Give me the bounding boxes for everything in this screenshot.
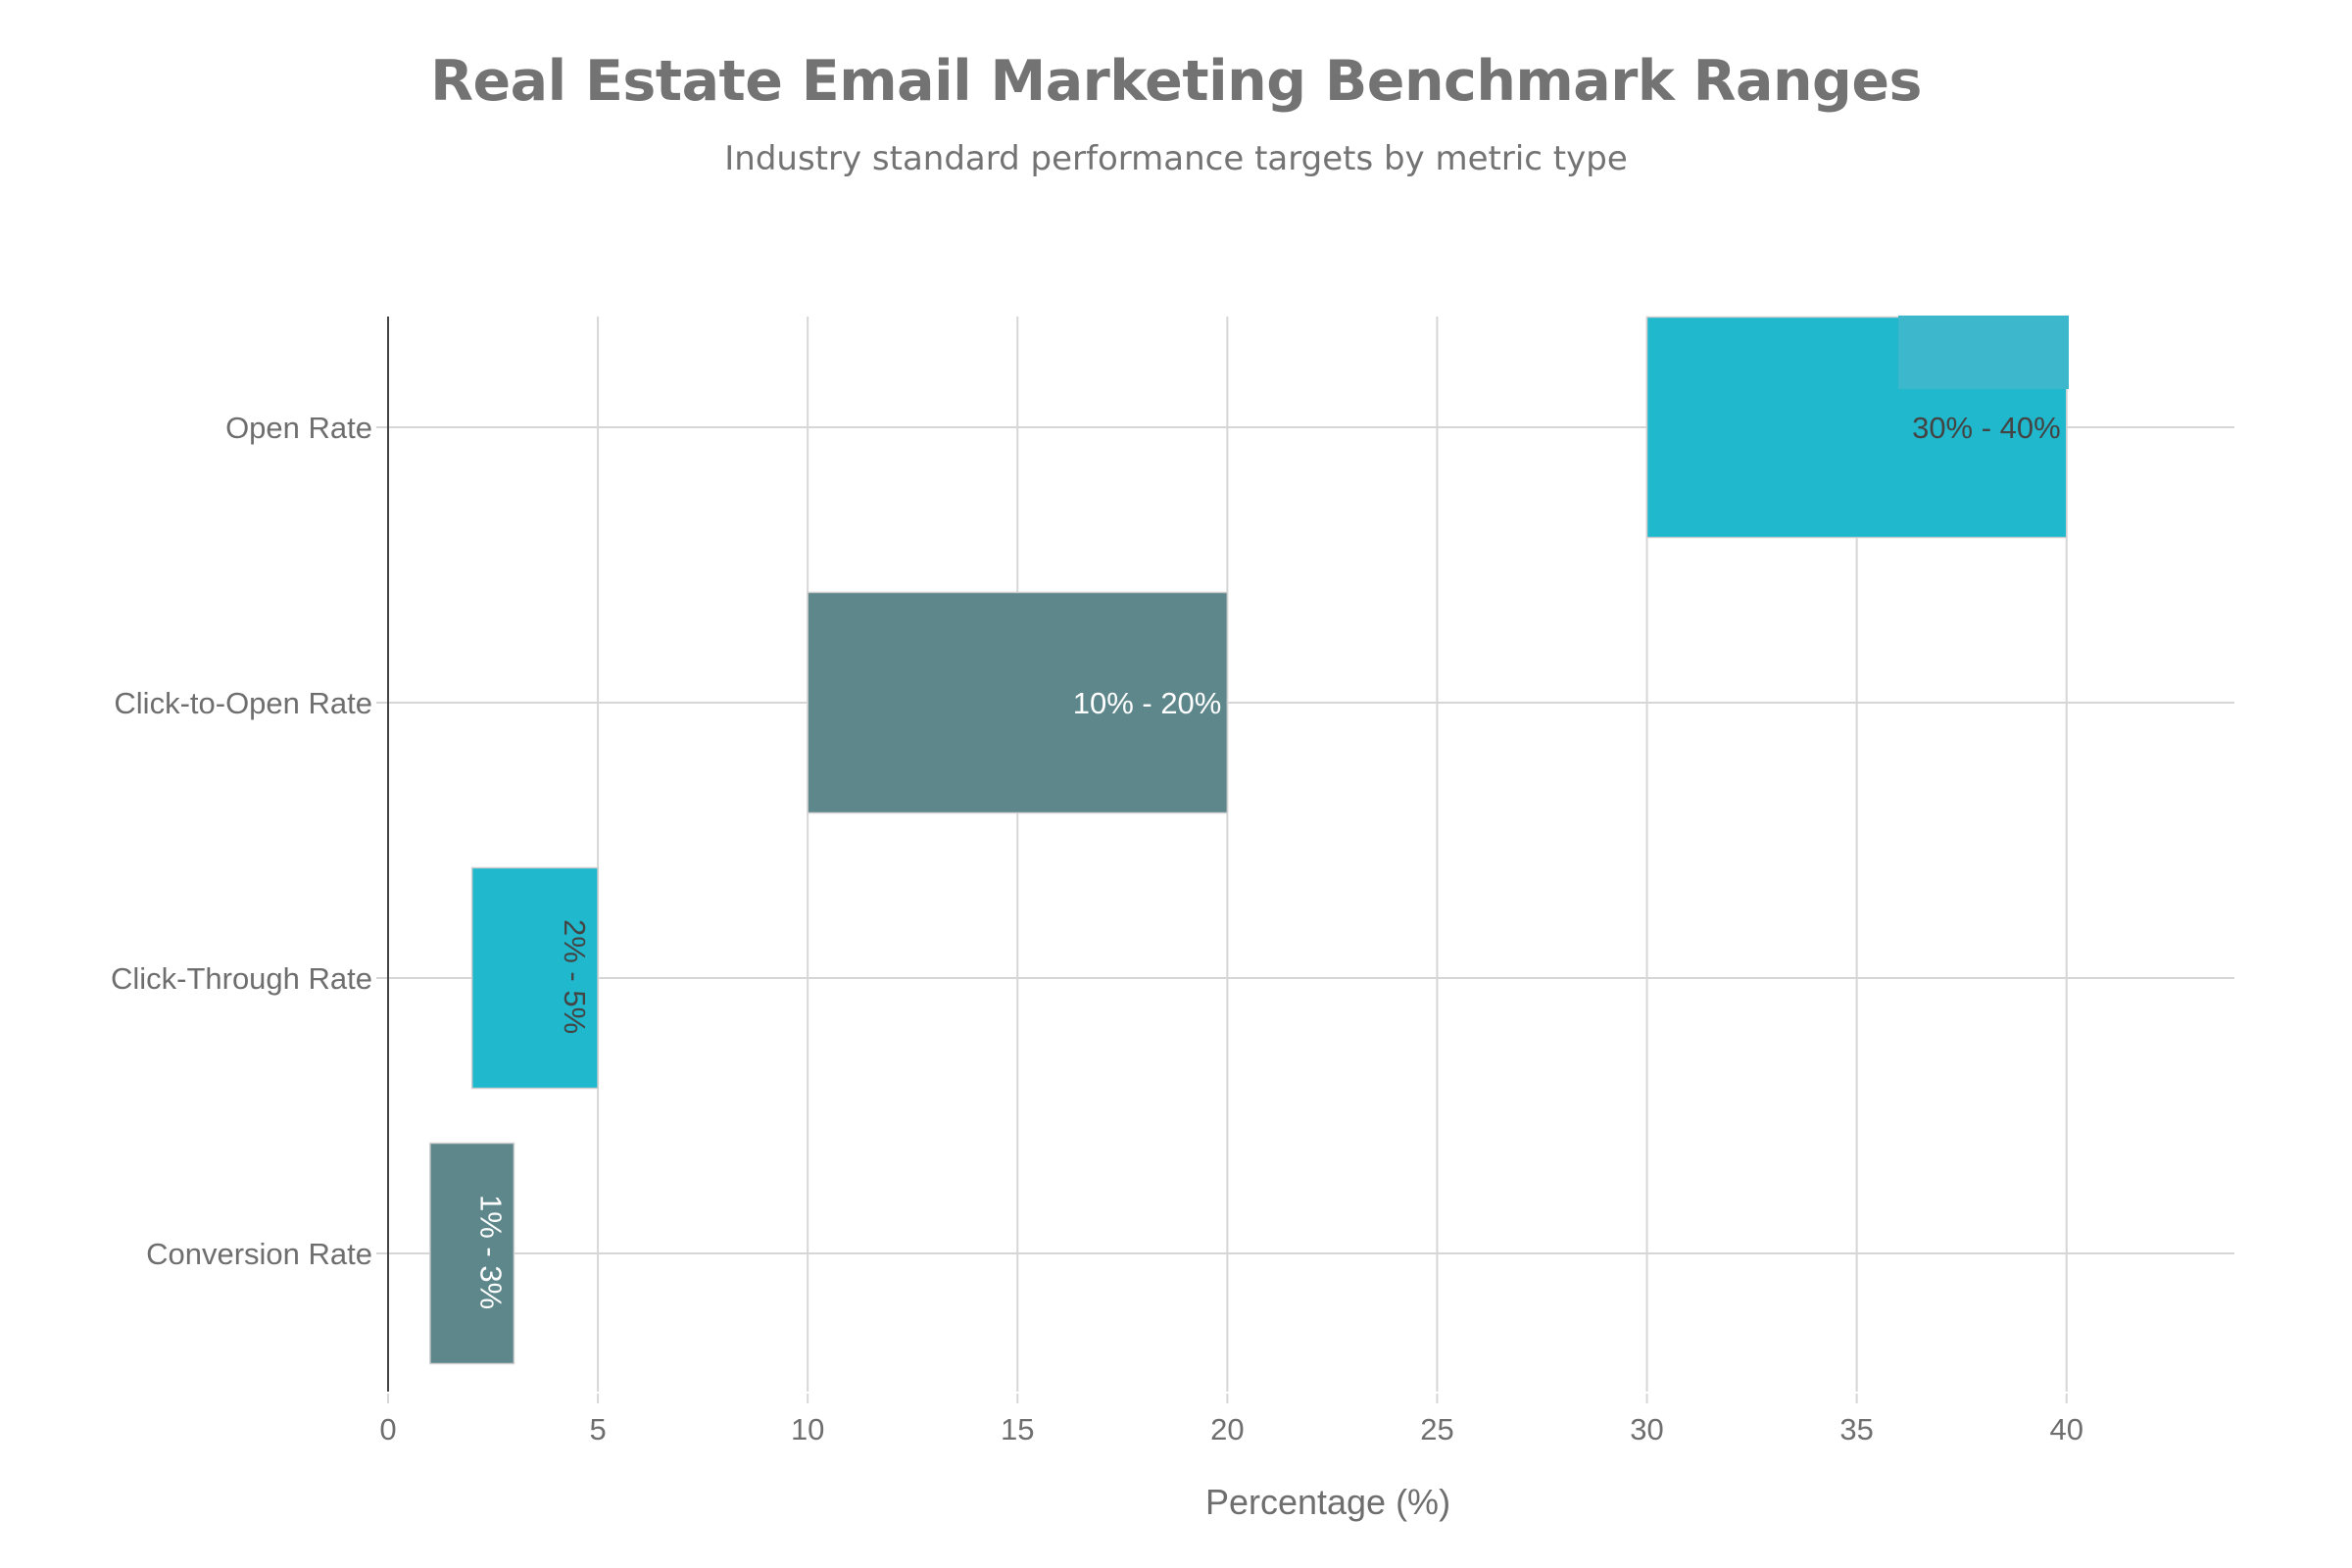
x-tick-label: 20	[1210, 1412, 1244, 1446]
bar-highlight-box	[1898, 316, 2069, 389]
x-tick-label: 10	[791, 1412, 824, 1446]
labels: 0 5 10 15 20 25 30 35 40 Open Rate Click-to-Open R…	[111, 411, 2083, 1446]
bar-value-label: 1% - 3%	[473, 1195, 508, 1309]
chart-subtitle: Industry standard performance targets by…	[724, 139, 1628, 178]
x-tick-label: 40	[2049, 1412, 2082, 1446]
x-tick-label: 25	[1420, 1412, 1453, 1446]
range-bar	[807, 591, 1229, 814]
bars	[429, 316, 2069, 1365]
bar-value-label: 2% - 5%	[558, 919, 592, 1034]
range-bar	[429, 1142, 515, 1365]
bar-value-label: 30% - 40%	[1912, 411, 2061, 445]
x-tick-label: 30	[1630, 1412, 1663, 1446]
y-category-label: Click-Through Rate	[111, 961, 372, 996]
y-category-label: Conversion Rate	[146, 1237, 372, 1271]
x-tick-label: 15	[1001, 1412, 1034, 1446]
range-bar	[470, 866, 599, 1090]
x-tick-label: 0	[379, 1412, 396, 1446]
chart-title: Real Estate Email Marketing Benchmark Ra…	[430, 49, 1922, 114]
x-axis-title: Percentage (%)	[1205, 1482, 1450, 1522]
bar-value-label: 10% - 20%	[1073, 686, 1222, 720]
y-category-label: Click-to-Open Rate	[114, 686, 372, 720]
x-tick-label: 35	[1839, 1412, 1873, 1446]
axes	[376, 317, 2068, 1403]
x-tick-label: 5	[589, 1412, 606, 1446]
y-category-label: Open Rate	[225, 411, 372, 445]
